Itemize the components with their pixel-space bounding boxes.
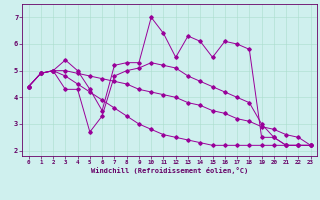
X-axis label: Windchill (Refroidissement éolien,°C): Windchill (Refroidissement éolien,°C) bbox=[91, 167, 248, 174]
